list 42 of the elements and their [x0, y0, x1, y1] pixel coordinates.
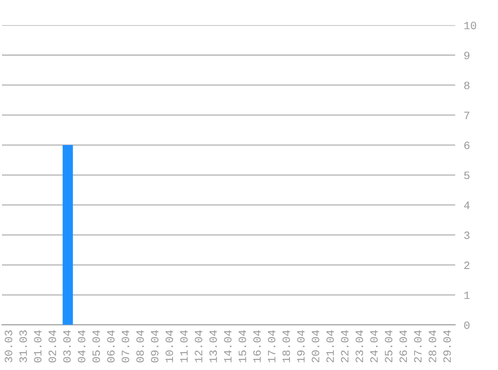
- x-tick-label: 10.04: [166, 330, 174, 362]
- y-tick-label: 6: [464, 142, 470, 150]
- y-tick-label: 2: [464, 262, 470, 269]
- x-tick-label: 17.04: [268, 330, 276, 362]
- x-tick-label: 15.04: [238, 330, 246, 362]
- x-tick-label: 24.04: [370, 330, 378, 362]
- x-tick-label: 20.04: [312, 330, 320, 362]
- y-tick-label: 7: [464, 112, 470, 120]
- x-tick-label: 23.04: [356, 330, 364, 362]
- x-tick-label: 30.03: [4, 330, 12, 362]
- x-tick-label: 12.04: [194, 330, 202, 362]
- x-tick-label: 09.04: [150, 330, 158, 362]
- y-tick-label: 8: [464, 82, 470, 90]
- x-tick-label: 21.04: [326, 330, 334, 362]
- x-tick-label: 14.04: [224, 330, 232, 362]
- x-tick-label: 26.04: [399, 330, 407, 362]
- x-tick-label: 07.04: [122, 330, 130, 362]
- x-tick-label: 03.04: [63, 330, 71, 362]
- x-tick-label: 19.04: [297, 330, 305, 362]
- x-tick-label: 22.04: [340, 330, 349, 362]
- x-tick-label: 28.04: [428, 330, 436, 362]
- x-tick-label: 18.04: [282, 330, 290, 362]
- y-tick-label: 0: [464, 321, 470, 329]
- x-tick-label: 04.04: [78, 330, 86, 362]
- x-tick-label: 25.04: [384, 330, 392, 362]
- x-tick-label: 16.04: [253, 330, 261, 362]
- x-tick-label: 08.04: [136, 330, 144, 362]
- x-tick-label: 05.04: [92, 330, 100, 362]
- y-tick-label: 10: [464, 22, 476, 30]
- x-tick-label: 29.04: [443, 330, 451, 362]
- y-tick-label: 3: [464, 232, 470, 240]
- y-tick-label: 5: [464, 172, 470, 180]
- y-tick-label: 4: [464, 202, 470, 210]
- x-tick-label: 31.03: [19, 330, 27, 362]
- x-tick-label: 06.04: [107, 330, 115, 362]
- x-tick-label: 02.04: [48, 330, 56, 362]
- y-tick-label: 9: [464, 52, 470, 60]
- x-tick-label: 11.04: [180, 330, 188, 362]
- x-tick-label: 13.04: [209, 330, 217, 362]
- x-tick-label: 01.04: [34, 330, 42, 362]
- x-tick-label: 27.04: [414, 330, 422, 362]
- y-tick-label: 1: [464, 292, 470, 299]
